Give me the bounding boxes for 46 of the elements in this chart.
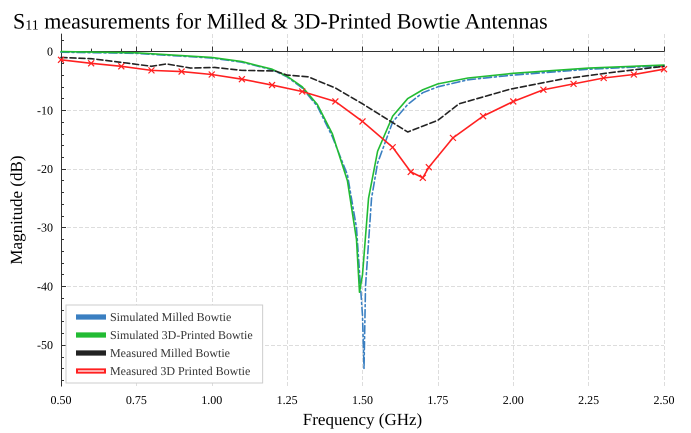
point [88,60,95,67]
point [570,80,578,88]
point [268,81,276,89]
point [118,62,125,70]
point [389,144,396,151]
line-series [60,56,665,133]
point [178,68,186,76]
point [480,112,487,120]
point [540,86,547,94]
point [358,118,366,126]
x-tick-label: 0.50 [50,393,72,408]
legend-label: Simulated 3D-Printed Bowtie [110,328,253,342]
chart-title: S11 measurements for Milled & 3D-Printed Bowtie Antennas [13,8,548,34]
x-tick-label: 1.25 [276,393,298,408]
point [332,98,339,106]
y-tick-label: -20 [37,162,53,176]
y-axis-title: Magnitude (dB) [7,156,26,265]
point [630,70,638,78]
x-tick-label: 2.25 [578,393,600,408]
y-tick-label: 0 [47,44,53,59]
point [660,66,668,73]
x-tick-label: 0.75 [126,393,147,408]
x-tick-label: 1.75 [427,393,448,408]
x-tick-label: 1.00 [201,393,222,408]
point [238,76,246,83]
y-tick-label: -50 [37,338,53,352]
x-tick-label: 2.00 [502,393,524,408]
point [298,88,306,96]
point [600,74,608,82]
y-tick-label: -10 [37,103,53,118]
x-axis-title: Frequency (GHz) [302,410,422,429]
point [510,98,517,106]
point [208,70,216,78]
y-tick-label: -40 [37,279,53,294]
x-tick-label: 2.50 [654,393,674,408]
point [407,168,414,176]
x-tick-label: 1.50 [352,393,373,408]
point [57,56,65,64]
point [449,134,457,142]
point [148,66,156,74]
point [425,164,432,171]
legend-label: Measured Milled Bowtie [110,346,230,360]
point [419,174,426,182]
legend-label: Measured 3D Printed Bowtie [110,364,250,378]
y-tick-label: -30 [37,220,53,235]
legend-label: Simulated Milled Bowtie [110,310,232,324]
